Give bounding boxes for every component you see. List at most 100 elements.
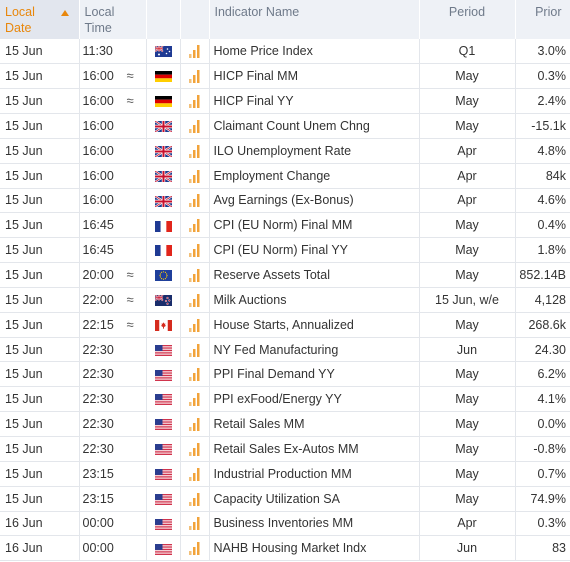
importance-bars-icon xyxy=(180,411,210,437)
importance-bars-icon xyxy=(180,486,210,512)
column-header-period[interactable]: Period xyxy=(419,0,516,39)
row-indicator-name[interactable]: CPI (EU Norm) Final YY xyxy=(209,237,420,263)
volatility-icon: ≈ xyxy=(126,316,134,332)
row-period: Q1 xyxy=(419,39,516,64)
table-row[interactable]: 16 Jun 00:00 Business Inventories MM Apr 0.3… xyxy=(0,511,570,536)
row-indicator-name[interactable]: NAHB Housing Market Indx xyxy=(209,535,420,561)
us-flag-icon xyxy=(154,344,172,356)
row-indicator-name[interactable]: House Starts, Annualized xyxy=(209,312,420,338)
row-indicator-name[interactable]: PPI exFood/Energy YY xyxy=(209,386,420,412)
table-row[interactable]: 15 Jun 11:30 Home Price Index Q1 3.0% xyxy=(0,39,570,64)
table-row[interactable]: 15 Jun 16:00 Claimant Count Unem Chng May -1… xyxy=(0,113,570,139)
table-row[interactable]: 15 Jun 16:45 CPI (EU Norm) Final YY May 1.8% xyxy=(0,237,570,263)
importance-bars-icon xyxy=(180,113,210,139)
row-time-value: 16:00 xyxy=(82,143,114,158)
row-indicator-name[interactable]: NY Fed Manufacturing xyxy=(209,337,420,362)
row-indicator-name[interactable]: Capacity Utilization SA xyxy=(209,486,420,512)
row-date: 15 Jun xyxy=(0,39,80,64)
column-header-importance[interactable] xyxy=(180,0,210,39)
row-period: Apr xyxy=(419,188,516,213)
row-country-flag xyxy=(146,188,181,213)
table-row[interactable]: 15 Jun 22:15 ≈ House Starts, Annualized May 2… xyxy=(0,312,570,338)
eu-flag-icon xyxy=(154,270,172,282)
row-indicator-name[interactable]: Avg Earnings (Ex-Bonus) xyxy=(209,188,420,213)
row-prior: 83 xyxy=(552,541,566,556)
row-country-flag xyxy=(146,511,181,536)
us-flag-icon xyxy=(154,444,172,456)
row-period: Apr xyxy=(419,138,516,164)
table-row[interactable]: 15 Jun 22:30 PPI Final Demand YY May 6.2% xyxy=(0,361,570,387)
volatility-icon: ≈ xyxy=(126,291,134,307)
column-header-local-date[interactable]: Local Date xyxy=(0,0,80,39)
row-date: 15 Jun xyxy=(0,88,80,114)
column-header-indicator-name[interactable]: Indicator Name xyxy=(209,0,420,39)
table-row[interactable]: 15 Jun 23:15 Industrial Production MM May 0.… xyxy=(0,461,570,487)
table-row[interactable]: 15 Jun 20:00 ≈ Reserve Assets Total May 852.1… xyxy=(0,262,570,288)
row-indicator-name[interactable]: Reserve Assets Total xyxy=(209,262,420,288)
row-time-value: 20:00 xyxy=(82,268,114,283)
row-indicator-name[interactable]: Industrial Production MM xyxy=(209,461,420,487)
row-indicator-name[interactable]: PPI Final Demand YY xyxy=(209,361,420,387)
table-row[interactable]: 15 Jun 22:30 Retail Sales MM May 0.0% xyxy=(0,411,570,437)
table-row[interactable]: 15 Jun 22:30 PPI exFood/Energy YY May 4.1% xyxy=(0,386,570,412)
table-row[interactable]: 15 Jun 16:00 ≈ HICP Final YY May 2.4% xyxy=(0,88,570,114)
row-indicator-name[interactable]: Claimant Count Unem Chng xyxy=(209,113,420,139)
table-row[interactable]: 15 Jun 22:30 Retail Sales Ex-Autos MM May -0… xyxy=(0,436,570,462)
row-time: 16:00 xyxy=(79,188,147,213)
row-time-value: 23:15 xyxy=(82,466,114,481)
row-indicator-name[interactable]: Employment Change xyxy=(209,163,420,189)
row-period: May xyxy=(419,262,516,288)
row-time-value: 22:00 xyxy=(82,292,114,307)
row-date: 15 Jun xyxy=(0,138,80,164)
importance-bars-icon xyxy=(180,361,210,387)
row-period: May xyxy=(419,486,516,512)
gb-flag-icon xyxy=(154,146,172,157)
column-header-country[interactable] xyxy=(146,0,181,39)
us-flag-icon xyxy=(154,468,172,480)
table-row[interactable]: 15 Jun 16:00 Employment Change Apr 84k xyxy=(0,163,570,189)
row-time-value: 16:00 xyxy=(82,69,114,84)
row-period: Apr xyxy=(419,511,516,536)
row-time-value: 16:45 xyxy=(82,218,114,233)
importance-bars-icon xyxy=(180,138,210,164)
row-indicator-name[interactable]: Milk Auctions xyxy=(209,287,420,313)
row-country-flag xyxy=(146,88,181,114)
row-country-flag xyxy=(146,411,181,437)
row-indicator-name[interactable]: HICP Final MM xyxy=(209,63,420,89)
row-country-flag xyxy=(146,63,181,89)
row-date: 15 Jun xyxy=(0,411,80,437)
importance-bars-icon xyxy=(180,312,210,338)
importance-bars-icon xyxy=(180,461,210,487)
row-time-value: 00:00 xyxy=(82,516,114,531)
row-indicator-name[interactable]: Business Inventories MM xyxy=(209,511,420,536)
row-indicator-name[interactable]: Home Price Index xyxy=(209,39,420,64)
row-time: 20:00 ≈ xyxy=(79,262,147,288)
table-row[interactable]: 15 Jun 22:00 ≈ Milk Auctions 15 Jun, w/e 4,12… xyxy=(0,287,570,313)
row-indicator-name[interactable]: Retail Sales MM xyxy=(209,411,420,437)
us-flag-icon xyxy=(154,518,172,530)
importance-bars-icon xyxy=(180,237,210,263)
row-prior: 1.8% xyxy=(537,243,567,258)
period-label: Period xyxy=(448,5,486,19)
row-indicator-name[interactable]: Retail Sales Ex-Autos MM xyxy=(209,436,420,462)
row-period: May xyxy=(419,361,516,387)
table-row[interactable]: 15 Jun 16:00 Avg Earnings (Ex-Bonus) Apr 4.6… xyxy=(0,188,570,213)
table-row[interactable]: 15 Jun 16:45 CPI (EU Norm) Final MM May 0.4% xyxy=(0,212,570,238)
table-row[interactable]: 15 Jun 16:00 ≈ HICP Final MM May 0.3% xyxy=(0,63,570,89)
table-row[interactable]: 15 Jun 16:00 ILO Unemployment Rate Apr 4.8% xyxy=(0,138,570,164)
row-country-flag xyxy=(146,163,181,189)
row-prior: 4.8% xyxy=(537,143,567,158)
row-date: 15 Jun xyxy=(0,461,80,487)
row-indicator-name[interactable]: HICP Final YY xyxy=(209,88,420,114)
row-indicator-name[interactable]: CPI (EU Norm) Final MM xyxy=(209,212,420,238)
table-row[interactable]: 16 Jun 00:00 NAHB Housing Market Indx Jun 83 xyxy=(0,535,570,561)
row-date: 15 Jun xyxy=(0,163,80,189)
table-row[interactable]: 15 Jun 23:15 Capacity Utilization SA May 74.… xyxy=(0,486,570,512)
column-header-local-time[interactable]: Local Time xyxy=(79,0,147,39)
row-indicator-name[interactable]: ILO Unemployment Rate xyxy=(209,138,420,164)
importance-bars-icon xyxy=(180,386,210,412)
column-header-prior[interactable]: Prior xyxy=(515,0,570,39)
row-prior: 3.0% xyxy=(537,44,567,59)
row-date: 15 Jun xyxy=(0,337,80,362)
table-row[interactable]: 15 Jun 22:30 NY Fed Manufacturing Jun 24.30 xyxy=(0,337,570,362)
